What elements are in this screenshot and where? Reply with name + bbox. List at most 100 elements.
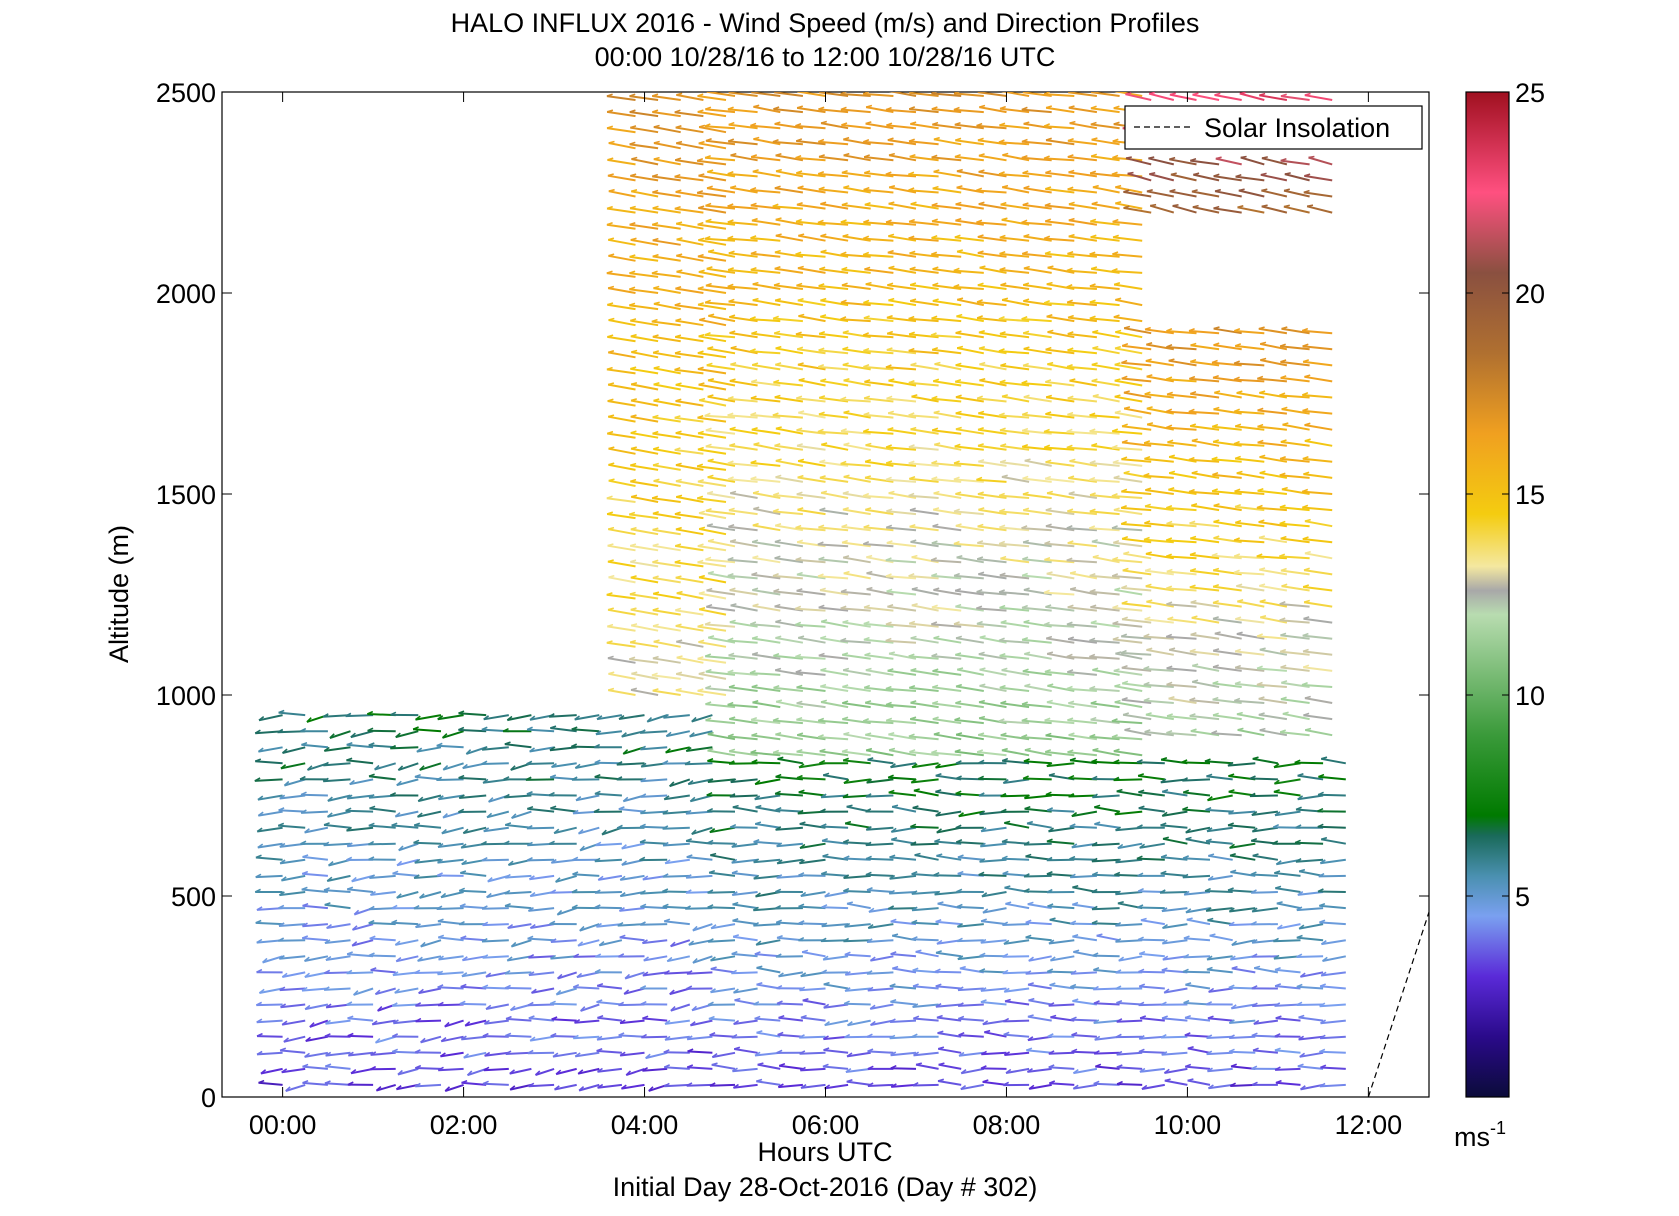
wind-vector <box>704 414 736 419</box>
wind-vector-head <box>1137 887 1144 892</box>
wind-vector-head <box>1121 680 1129 685</box>
wind-vector <box>302 937 328 942</box>
wind-vector-head <box>262 957 268 964</box>
wind-vector-head <box>750 460 757 464</box>
wind-vector <box>1166 635 1197 640</box>
wind-vector-head <box>394 940 401 946</box>
wind-vector <box>1283 205 1310 214</box>
wind-vector <box>998 141 1030 146</box>
wind-vector <box>1317 825 1346 829</box>
wind-vector-head <box>697 688 704 692</box>
wind-vector-head <box>998 171 1005 175</box>
wind-vector <box>1234 490 1265 495</box>
wind-vector <box>1093 1002 1120 1006</box>
wind-vector-head <box>908 138 915 143</box>
wind-vector-head <box>774 121 781 125</box>
wind-vector <box>1005 902 1030 910</box>
wind-vector <box>1168 472 1197 479</box>
wind-vector-head <box>1023 873 1030 878</box>
wind-vector-head <box>978 507 985 511</box>
wind-vector-head <box>778 1063 786 1067</box>
wind-vector-head <box>840 219 847 223</box>
wind-vector <box>1166 603 1197 608</box>
wind-vector <box>1207 919 1233 926</box>
wind-vector <box>1089 639 1120 644</box>
wind-vector-head <box>799 1066 806 1072</box>
wind-vector-head <box>697 656 704 660</box>
wind-vector <box>698 270 727 278</box>
wind-vector <box>866 971 894 975</box>
wind-vector-head <box>1066 557 1073 562</box>
wind-vector-head <box>1113 776 1120 781</box>
wind-vector-head <box>822 772 830 776</box>
wind-vector-head <box>798 936 805 942</box>
wind-vector <box>676 640 704 648</box>
wind-vector-head <box>1123 390 1130 394</box>
wind-vector-head <box>1208 987 1215 993</box>
wind-vector <box>1236 713 1265 721</box>
wind-vector <box>352 923 374 931</box>
wind-vector <box>1237 206 1265 214</box>
wind-vector <box>1204 760 1233 765</box>
wind-vector <box>686 971 713 975</box>
wind-vector-head <box>1207 875 1214 881</box>
wind-vector-head <box>1114 890 1121 895</box>
wind-vector-head <box>863 139 870 143</box>
wind-vector <box>674 561 704 568</box>
wind-vector <box>368 824 396 829</box>
wind-vector <box>1070 985 1097 990</box>
wind-vector <box>842 235 871 242</box>
wind-vector <box>937 1032 962 1038</box>
wind-vector <box>1000 702 1030 709</box>
y-tick-label: 500 <box>171 882 216 912</box>
wind-vector-head <box>888 732 895 736</box>
wind-vector <box>1146 375 1174 383</box>
wind-vector <box>282 971 306 978</box>
wind-vector-head <box>1257 488 1264 492</box>
wind-vector-head <box>1162 955 1169 961</box>
wind-vector <box>798 791 826 797</box>
wind-vector <box>327 794 351 802</box>
wind-vector <box>797 348 826 355</box>
wind-vector-head <box>606 430 614 435</box>
wind-vector <box>1183 791 1211 797</box>
wind-vector-head <box>665 748 671 754</box>
wind-vector <box>1191 504 1220 512</box>
wind-vector-head <box>1023 758 1030 762</box>
wind-vector-head <box>1227 822 1234 827</box>
wind-vector-head <box>956 345 964 349</box>
wind-vector <box>957 298 984 307</box>
wind-vector <box>692 955 713 964</box>
wind-vector-head <box>574 1052 581 1058</box>
wind-vector-head <box>955 635 963 639</box>
wind-vector-head <box>979 952 986 957</box>
wind-vector-head <box>1071 843 1078 849</box>
wind-vector <box>1024 794 1052 800</box>
wind-vector <box>368 922 396 926</box>
wind-vector-head <box>1146 374 1153 378</box>
wind-vector-head <box>689 1021 696 1027</box>
wind-vector-head <box>1023 265 1030 270</box>
wind-vector <box>1206 826 1233 833</box>
wind-vector-head <box>709 1082 716 1087</box>
wind-vector <box>955 364 984 371</box>
wind-vector <box>1046 701 1075 709</box>
wind-vector-head <box>1308 155 1315 159</box>
wind-vector-head <box>1005 1068 1012 1074</box>
wind-vector-head <box>1206 773 1213 778</box>
wind-vector-head <box>867 1048 874 1053</box>
wind-vector-head <box>606 366 613 371</box>
wind-vector-head <box>642 875 649 881</box>
wind-vector <box>1161 1017 1188 1022</box>
wind-vector <box>664 1019 690 1025</box>
wind-vector-head <box>1027 1036 1034 1041</box>
wind-vector-head <box>1162 923 1168 929</box>
wind-vector-head <box>1190 632 1197 636</box>
wind-vector <box>572 873 600 877</box>
wind-vector <box>844 987 871 992</box>
wind-vector-head <box>304 1052 310 1058</box>
wind-vector <box>1022 203 1052 210</box>
wind-vector-head <box>606 511 614 515</box>
wind-vector <box>772 719 803 725</box>
wind-vector-head <box>1189 713 1196 717</box>
